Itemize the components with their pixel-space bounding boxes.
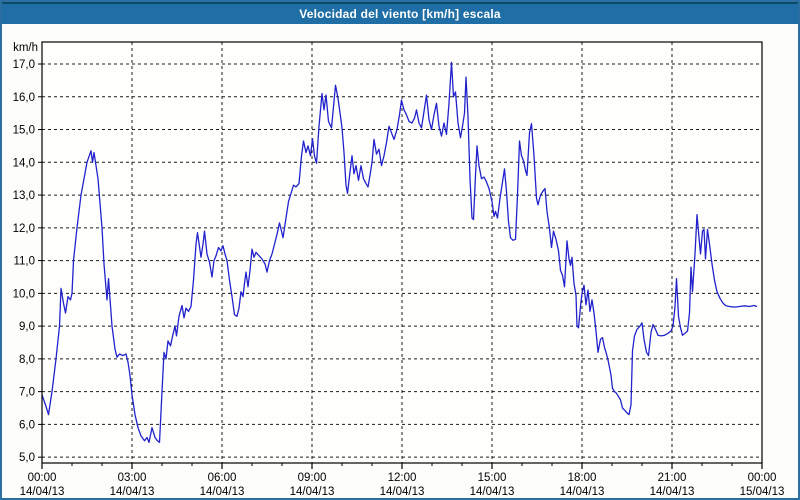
x-tick-date-label: 14/04/13: [200, 486, 245, 498]
x-tick-date-label: 14/04/13: [470, 486, 515, 498]
page-title: Velocidad del viento [km/h] escala: [299, 7, 501, 21]
x-tick-date-label: 14/04/13: [380, 486, 425, 498]
y-tick-label: 9,0: [19, 321, 35, 333]
y-tick-label: 17,0: [13, 59, 35, 71]
x-tick-time-label: 21:00: [658, 472, 687, 484]
x-tick-time-label: 09:00: [298, 472, 327, 484]
y-tick-label: 8,0: [19, 354, 35, 366]
y-tick-label: 11,0: [13, 256, 35, 268]
x-tick-date-label: 14/04/13: [290, 486, 335, 498]
y-tick-label: 14,0: [13, 157, 35, 169]
title-bar: Velocidad del viento [km/h] escala: [2, 2, 798, 24]
y-axis-unit-label: km/h: [13, 42, 38, 54]
wind-speed-line: [41, 61, 758, 444]
x-tick-time-label: 06:00: [208, 472, 237, 484]
y-tick-label: 15,0: [13, 125, 35, 137]
y-tick-label: 10,0: [13, 288, 35, 300]
x-tick-date-label: 15/04/13: [740, 486, 785, 498]
x-tick-date-label: 14/04/13: [20, 486, 65, 498]
y-tick-label: 16,0: [13, 92, 35, 104]
y-tick-label: 12,0: [13, 223, 35, 235]
x-tick-time-label: 18:00: [568, 472, 597, 484]
x-tick-date-label: 14/04/13: [560, 486, 605, 498]
x-tick-time-label: 03:00: [118, 472, 147, 484]
y-tick-label: 7,0: [19, 387, 35, 399]
x-tick-date-label: 14/04/13: [650, 486, 695, 498]
y-tick-label: 13,0: [13, 190, 35, 202]
x-tick-date-label: 14/04/13: [110, 486, 155, 498]
x-tick-time-label: 00:00: [748, 472, 777, 484]
x-tick-time-label: 00:00: [28, 472, 57, 484]
x-tick-time-label: 12:00: [388, 472, 417, 484]
x-tick-time-label: 15:00: [478, 472, 507, 484]
y-tick-label: 6,0: [19, 419, 35, 431]
y-tick-label: 5,0: [19, 452, 35, 464]
